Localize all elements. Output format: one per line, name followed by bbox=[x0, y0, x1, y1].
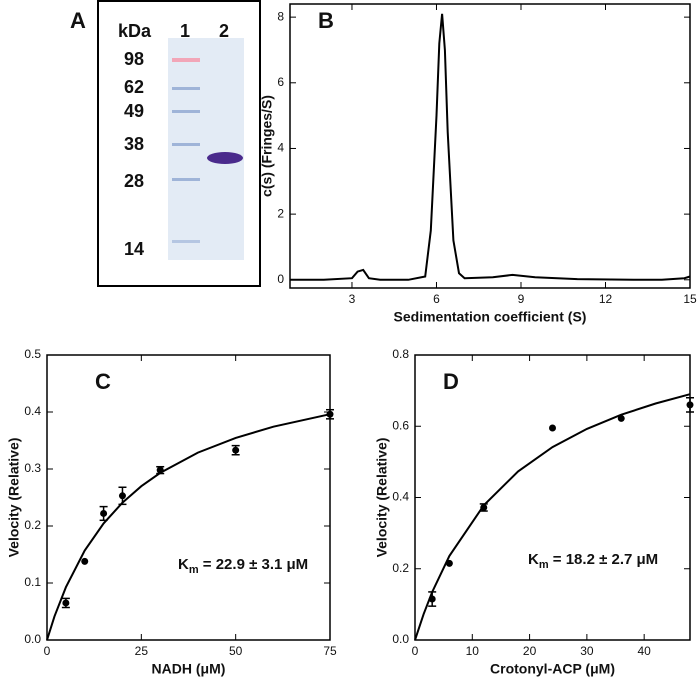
data-point bbox=[445, 559, 453, 567]
y-axis-label: Velocity (Relative) bbox=[374, 438, 390, 558]
y-tick-label: 0.6 bbox=[392, 418, 409, 432]
annotation: Km = 18.2 ± 2.7 μM bbox=[528, 551, 658, 571]
x-axis-label: Crotonyl-ACP (μM) bbox=[490, 661, 615, 677]
x-tick-label: 9 bbox=[518, 292, 525, 306]
annotation-text: = 18.2 ± 2.7 μM bbox=[549, 551, 659, 568]
data-point bbox=[81, 557, 89, 565]
y-tick-label: 0.2 bbox=[392, 561, 409, 575]
y-tick-label: 0.5 bbox=[24, 347, 41, 361]
plot-frame bbox=[414, 354, 691, 641]
lane-label: 1 bbox=[180, 21, 190, 41]
marker-label: 98 bbox=[124, 49, 144, 69]
data-line bbox=[290, 13, 691, 281]
x-axis-label: Sedimentation coefficient (S) bbox=[394, 309, 587, 325]
y-tick-label: 0.3 bbox=[24, 461, 41, 475]
annotation-symbol: K bbox=[178, 556, 189, 573]
data-point bbox=[617, 414, 625, 422]
plot-frame bbox=[289, 3, 691, 289]
fit-curve bbox=[46, 413, 331, 641]
y-axis-label: Velocity (Relative) bbox=[6, 438, 22, 558]
panel-label: A bbox=[70, 8, 86, 33]
panel-label: C bbox=[95, 369, 111, 394]
marker-label: 62 bbox=[124, 77, 144, 97]
x-tick-label: 30 bbox=[580, 644, 594, 658]
data-point bbox=[326, 410, 334, 418]
panel-label: D bbox=[443, 369, 459, 394]
y-tick-label: 0.4 bbox=[24, 404, 41, 418]
data-point bbox=[549, 424, 556, 432]
x-tick-label: 12 bbox=[599, 292, 613, 306]
marker-band bbox=[172, 240, 200, 243]
gel-unit: kDa bbox=[118, 21, 152, 41]
x-tick-label: 40 bbox=[637, 644, 651, 658]
y-tick-label: 4 bbox=[277, 141, 284, 155]
data-point bbox=[100, 509, 108, 517]
annotation-symbol: K bbox=[528, 551, 539, 568]
plot-frame bbox=[46, 354, 331, 641]
data-point bbox=[118, 492, 126, 500]
x-tick-label: 25 bbox=[135, 644, 149, 658]
marker-band bbox=[172, 178, 200, 181]
x-tick-label: 0 bbox=[44, 644, 51, 658]
y-tick-label: 2 bbox=[277, 206, 284, 220]
y-tick-label: 6 bbox=[277, 75, 284, 89]
x-tick-label: 0 bbox=[412, 644, 419, 658]
lane-label: 2 bbox=[219, 21, 229, 41]
panel-label: B bbox=[318, 8, 334, 33]
y-tick-label: 0.0 bbox=[24, 632, 41, 646]
gel-background bbox=[168, 38, 244, 260]
annotation-subscript: m bbox=[539, 559, 549, 571]
x-tick-label: 6 bbox=[433, 292, 440, 306]
x-tick-label: 20 bbox=[523, 644, 537, 658]
marker-label: 49 bbox=[124, 101, 144, 121]
marker-label: 38 bbox=[124, 134, 144, 154]
marker-label: 14 bbox=[124, 239, 144, 259]
annotation: Km = 22.9 ± 3.1 μM bbox=[178, 556, 308, 576]
data-point bbox=[480, 503, 488, 511]
y-tick-label: 0.8 bbox=[392, 347, 409, 361]
annotation-text: = 22.9 ± 3.1 μM bbox=[199, 556, 309, 573]
x-tick-label: 3 bbox=[349, 292, 356, 306]
data-point bbox=[156, 466, 164, 474]
y-tick-label: 0.2 bbox=[24, 518, 41, 532]
y-tick-label: 0.4 bbox=[392, 490, 409, 504]
data-point bbox=[232, 446, 240, 454]
marker-band bbox=[172, 58, 200, 62]
y-tick-label: 0.1 bbox=[24, 575, 41, 589]
x-axis-label: NADH (μM) bbox=[152, 661, 226, 677]
marker-band bbox=[172, 110, 200, 113]
data-point bbox=[62, 599, 70, 607]
marker-band bbox=[172, 143, 200, 146]
x-tick-label: 75 bbox=[323, 644, 337, 658]
marker-band bbox=[172, 87, 200, 90]
y-tick-label: 0 bbox=[277, 272, 284, 286]
protein-band bbox=[207, 152, 243, 164]
data-point bbox=[686, 401, 694, 409]
y-axis-label: c(s) (Fringes/S) bbox=[259, 95, 275, 197]
y-tick-label: 8 bbox=[277, 9, 284, 23]
x-tick-label: 15 bbox=[683, 292, 697, 306]
marker-label: 28 bbox=[124, 171, 144, 191]
x-tick-label: 50 bbox=[229, 644, 243, 658]
x-tick-label: 10 bbox=[466, 644, 480, 658]
annotation-subscript: m bbox=[189, 564, 199, 576]
data-point bbox=[428, 595, 436, 603]
y-tick-label: 0.0 bbox=[392, 632, 409, 646]
